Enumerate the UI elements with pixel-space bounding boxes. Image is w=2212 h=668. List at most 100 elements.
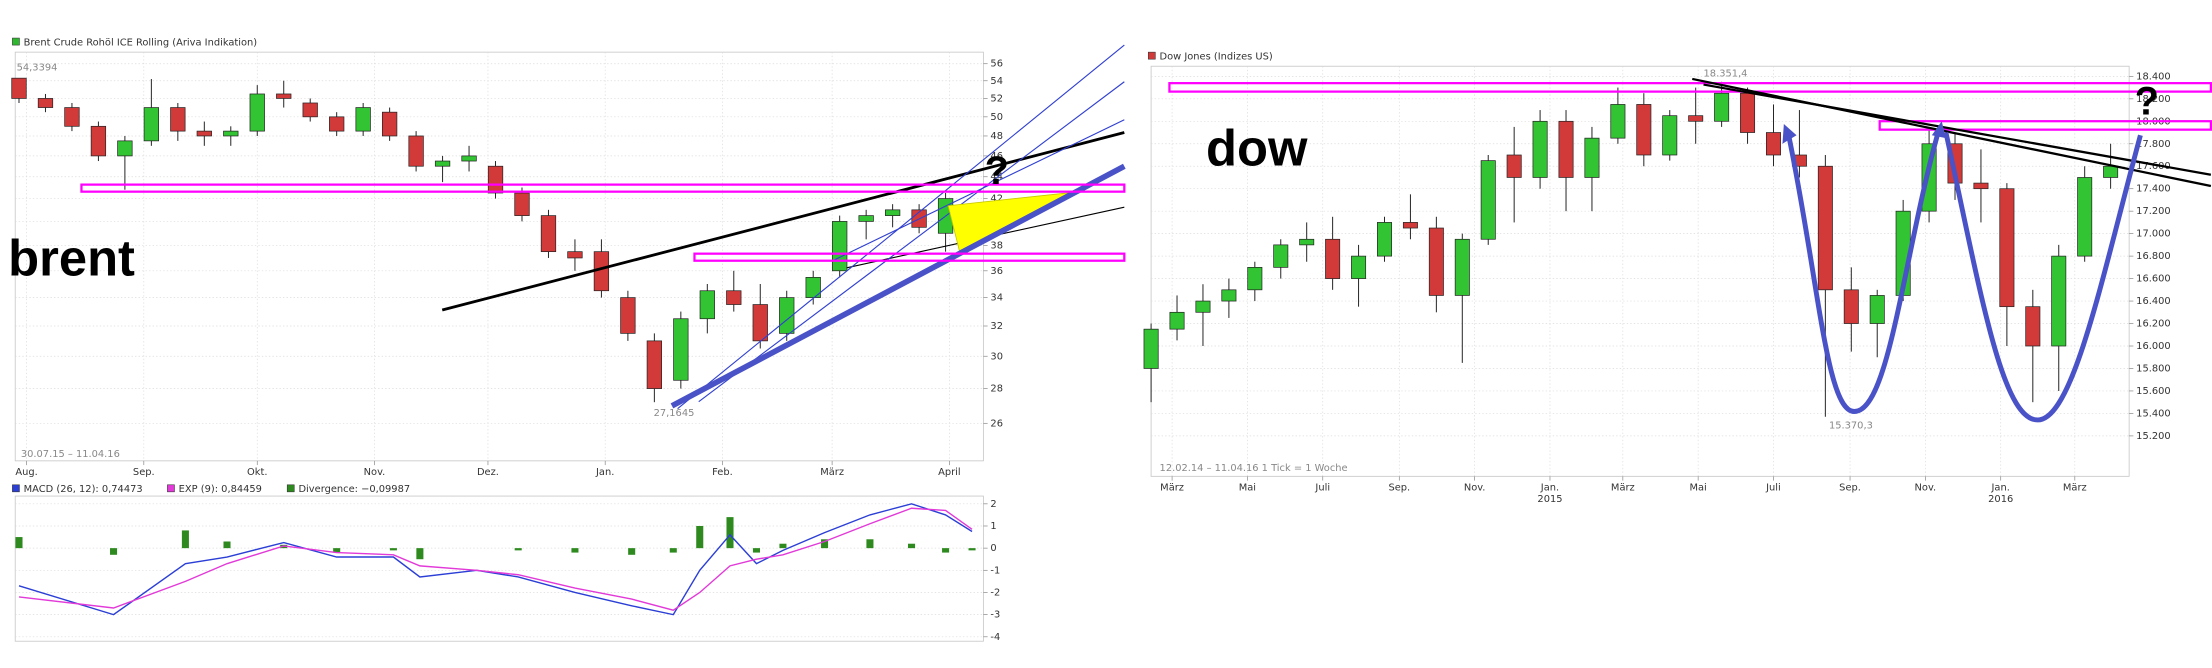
candle-body [514,192,530,216]
x-tick-label: Juli [1314,483,1330,494]
x-tick-label: Sep. [1839,483,1861,494]
x-tick-label: Jan. [1540,483,1559,494]
candle-body [726,290,742,305]
candle-body [434,160,451,167]
y-tick-label: 15.800 [2136,363,2171,374]
candle-body [117,140,133,157]
dow-drawings: dow 18.351,4 15.370,3 12.02.14 – 11.04.1… [1160,68,2212,474]
candle-body [1325,238,1341,279]
x-tick-label: Jan. [595,467,614,478]
annotation: ? [985,149,1009,193]
histogram-bar [942,548,950,553]
candle-body [1973,182,1989,190]
y-tick-label: 17.800 [2136,139,2171,150]
support-line [670,163,1126,409]
x-tick-label: Dez. [477,467,499,478]
x-tick-label: Aug. [15,467,37,478]
y-tick-label: 15.600 [2136,386,2171,397]
y-tick-label: 16.800 [2136,251,2171,262]
histogram-bar [696,525,704,549]
y-tick-label: 17.000 [2136,229,2171,240]
candle-body [1869,295,1885,324]
candle-body [2103,165,2119,178]
x-tick-label: 2015 [1537,494,1562,505]
histogram-bar [333,548,341,553]
x-tick-label: März [1611,483,1635,494]
candle-body [461,155,477,162]
candle-body [1688,115,1704,122]
legend-label: EXP (9): 0,84459 [179,484,262,495]
candle-body [1714,92,1730,122]
annotation: 12.02.14 – 11.04.16 1 Tick = 1 Woche [1160,463,1348,474]
resistance-band [1878,120,2212,131]
y-tick-label: 16.200 [2136,319,2171,330]
candle-body [1351,255,1367,279]
series-line [18,503,973,616]
histogram-bar [628,548,636,555]
histogram-bar [968,548,976,551]
candle-body [1377,222,1392,257]
histogram-bar [389,548,397,551]
candle-body [1169,311,1185,330]
y-tick-label: 15.200 [2136,431,2171,442]
x-tick-label: März [820,467,844,478]
x-tick-label: Mai [1239,483,1256,494]
candle-body [276,93,292,99]
annotation: 15.370,3 [1829,421,1873,432]
y-tick-label: 17.200 [2136,206,2171,217]
candle-body [196,130,212,137]
y-tick-label: 54 [990,76,1003,87]
y-tick-label: -4 [990,632,1000,643]
y-tick-label: 38 [990,240,1003,251]
legend-swatch [286,484,295,493]
y-tick-label: 16.000 [2136,341,2171,352]
y-tick-label: 56 [990,59,1003,70]
chart-title: Dow Jones (Indizes US) [1160,51,1273,62]
x-tick-label: Nov. [1915,483,1937,494]
y-tick-label: 15.400 [2136,408,2171,419]
x-tick-label: März [1160,483,1184,494]
arrow-head [1931,121,1946,139]
x-tick-label: März [2063,483,2087,494]
annotation: brent [8,230,135,287]
candle-body [302,102,318,118]
candle-body [329,116,345,132]
x-tick-label: Mai [1690,483,1707,494]
histogram-bar [571,548,579,553]
histogram-bar [908,543,916,549]
candle-body [620,297,636,334]
chart-title: Brent Crude Rohöl ICE Rolling (Ariva Ind… [24,37,257,48]
candle-body [567,251,583,259]
cup-curve [1785,128,1942,414]
candle-body [11,77,27,99]
y-tick-label: 34 [990,293,1003,304]
y-tick-label: 16.400 [2136,296,2171,307]
candle-body [1454,238,1470,296]
y-tick-label: -3 [990,610,1000,621]
y-tick-label: 28 [990,384,1003,395]
candle-body [487,165,504,194]
x-tick-label: Jan. [1991,483,2010,494]
y-tick-label: 46 [990,151,1003,162]
y-tick-label: 0 [990,543,996,554]
candle-body [1221,289,1237,302]
candle-body [1273,244,1289,268]
histogram-bar [821,539,829,549]
x-tick-label: Sep. [133,467,155,478]
trend-line [1692,77,2212,188]
x-tick-label: Sep. [1388,483,1410,494]
x-tick-label: Okt. [247,467,267,478]
y-tick-label: 1 [990,521,996,532]
annotation: 54,3394 [17,63,58,74]
histogram-bar [223,541,231,549]
candle-body [1506,154,1522,178]
legend-swatch [12,484,20,493]
y-tick-label: 50 [990,112,1003,123]
candle-body [1428,227,1444,296]
histogram-bar [110,548,118,555]
histogram-bar [779,543,787,549]
candle-body [90,125,107,157]
y-tick-label: 2 [990,499,996,510]
candle-body [1195,300,1211,313]
